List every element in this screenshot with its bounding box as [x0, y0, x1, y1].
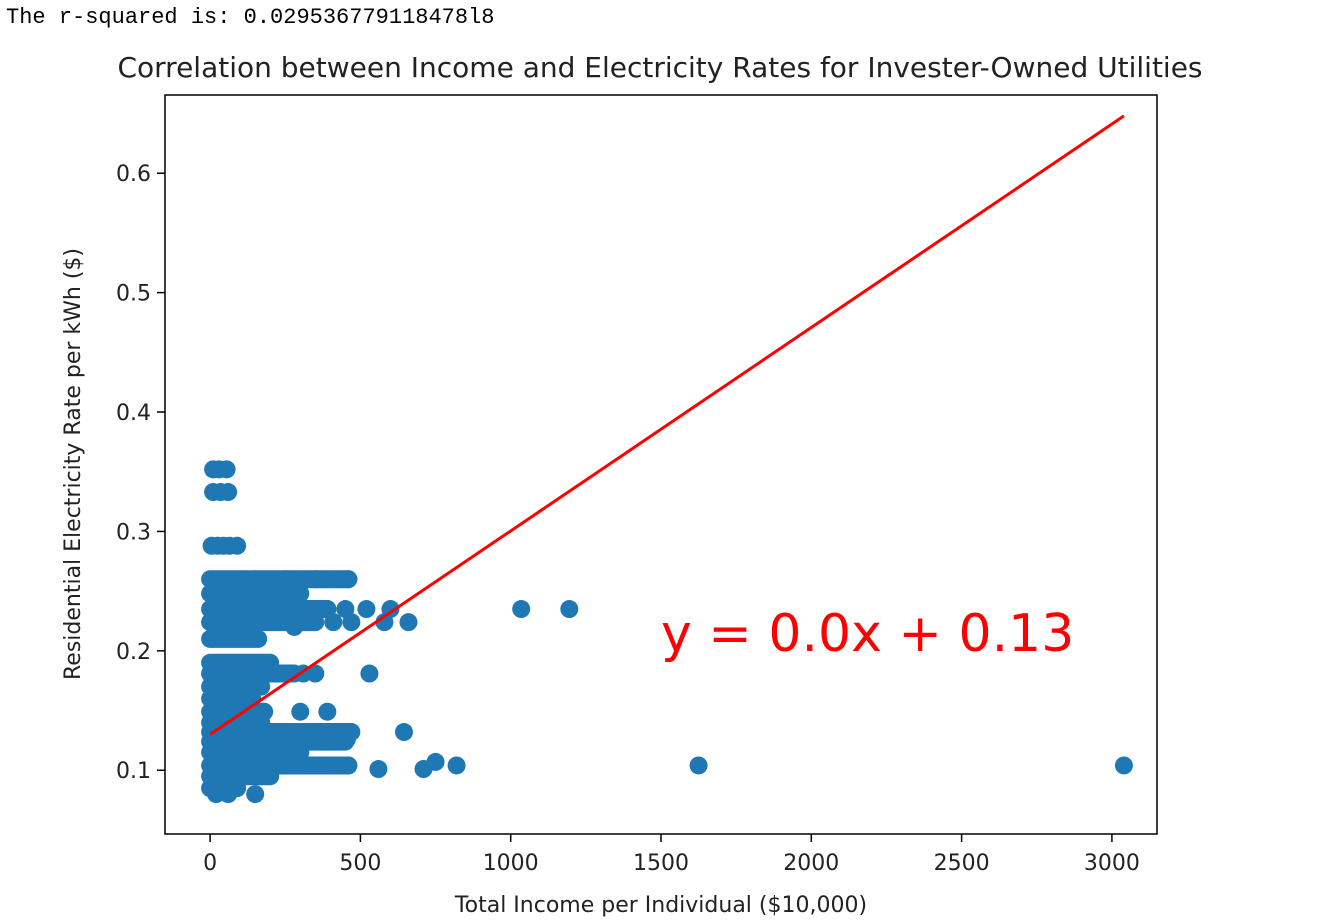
data-point	[219, 600, 238, 619]
chart-title: Correlation between Income and Electrici…	[117, 51, 1202, 84]
data-point	[394, 723, 413, 742]
y-axis: 0.1 0.2 0.3 0.4 0.5 0.6	[116, 162, 165, 784]
r-squared-output: The r-squared is: 0.029536779118478l8	[6, 5, 495, 30]
y-tick-label: 0.6	[116, 162, 151, 187]
x-tick-label: 1500	[633, 851, 689, 876]
data-point	[228, 536, 247, 555]
regression-line-group	[209, 114, 1125, 736]
data-point	[207, 785, 226, 804]
data-point	[291, 756, 310, 775]
data-point	[261, 749, 280, 768]
y-tick-label: 0.2	[116, 640, 151, 665]
data-point	[321, 730, 340, 749]
data-point	[369, 760, 388, 779]
x-axis: 0 500 1000 1500 2000 2500 3000	[203, 834, 1140, 876]
data-point	[1114, 756, 1133, 775]
y-tick-label: 0.1	[116, 759, 151, 784]
x-tick-label: 0	[203, 851, 217, 876]
x-tick-label: 3000	[1084, 851, 1140, 876]
data-point	[246, 785, 265, 804]
data-point	[291, 723, 310, 742]
x-tick-label: 2500	[934, 851, 990, 876]
data-point	[342, 613, 361, 632]
data-point	[225, 689, 244, 708]
data-point	[217, 460, 236, 479]
y-tick-label: 0.5	[116, 282, 151, 307]
x-tick-label: 2000	[783, 851, 839, 876]
data-point	[357, 600, 376, 619]
data-point	[291, 702, 310, 721]
data-point	[306, 570, 325, 589]
data-point	[285, 617, 304, 636]
data-point	[276, 570, 295, 589]
data-point	[249, 761, 268, 780]
data-point	[234, 617, 253, 636]
x-axis-label: Total Income per Individual ($10,000)	[454, 893, 867, 918]
data-point	[255, 606, 274, 625]
data-point	[560, 600, 579, 619]
data-point	[360, 664, 379, 683]
data-point	[339, 570, 358, 589]
data-points	[202, 460, 1133, 804]
data-point	[246, 570, 265, 589]
y-axis-label: Residential Electricity Rate per kWh ($)	[61, 248, 86, 680]
regression-line	[209, 114, 1125, 736]
data-point	[426, 752, 445, 771]
data-point	[273, 731, 292, 750]
regression-equation: y = 0.0x + 0.13	[661, 604, 1074, 664]
data-point	[447, 756, 466, 775]
data-point	[318, 702, 337, 721]
data-point	[337, 730, 356, 749]
data-point	[228, 743, 247, 762]
data-point	[213, 731, 232, 750]
y-tick-label: 0.3	[116, 520, 151, 545]
y-tick-label: 0.4	[116, 401, 151, 426]
data-point	[399, 613, 418, 632]
data-point	[210, 677, 229, 696]
data-point	[324, 613, 343, 632]
data-point	[689, 756, 708, 775]
data-point	[240, 713, 259, 732]
data-point	[219, 483, 238, 502]
data-point	[512, 600, 531, 619]
x-tick-label: 1000	[483, 851, 539, 876]
x-tick-label: 500	[339, 851, 381, 876]
